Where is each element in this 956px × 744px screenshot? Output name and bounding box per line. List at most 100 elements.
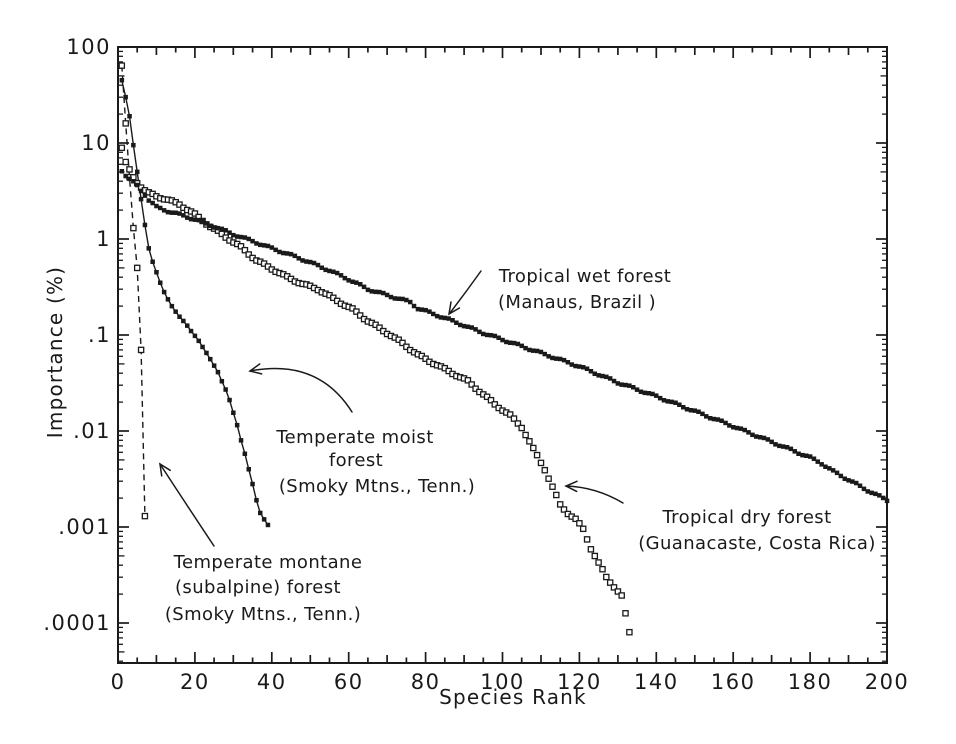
data-point <box>327 268 332 274</box>
data-point <box>538 349 544 355</box>
data-point <box>258 510 263 516</box>
data-point <box>127 176 132 182</box>
data-point <box>492 333 498 339</box>
data-point <box>204 350 209 356</box>
data-point <box>861 486 867 492</box>
data-point <box>454 320 459 325</box>
data-point <box>865 489 870 494</box>
data-point <box>614 588 622 595</box>
data-point <box>261 243 267 248</box>
data-point <box>438 315 444 320</box>
data-point <box>553 491 560 499</box>
data-point <box>518 424 525 432</box>
data-point <box>431 311 436 317</box>
data-point <box>211 363 217 368</box>
data-point <box>857 483 863 488</box>
series-wet <box>119 169 890 504</box>
data-point <box>819 462 824 467</box>
data-point <box>533 451 541 459</box>
data-point <box>700 411 705 417</box>
data-point <box>377 289 382 295</box>
data-point <box>177 211 182 216</box>
data-point <box>137 346 145 354</box>
dry-forest-label-line1: Tropical dry forest <box>661 507 831 528</box>
x-tick-label: 100 <box>480 670 525 694</box>
data-point <box>537 459 545 467</box>
data-point <box>560 506 568 513</box>
y-tick-label: 1 <box>96 227 111 251</box>
series-layer <box>118 62 890 636</box>
data-point <box>304 259 309 264</box>
moist-forest-arrow <box>249 367 353 413</box>
wet-forest-label-line1: Tropical wet forest <box>498 266 671 287</box>
montane-forest-label-line3: (Smoky Mtns., Tenn.) <box>165 604 361 625</box>
data-point <box>611 378 617 384</box>
data-point <box>491 401 499 408</box>
data-point <box>277 249 282 255</box>
y-tick-label: .1 <box>88 323 111 347</box>
data-point <box>523 345 528 351</box>
data-point <box>638 389 644 394</box>
data-point <box>573 363 578 369</box>
data-point <box>461 323 467 329</box>
data-point <box>223 228 228 233</box>
data-point <box>219 379 225 384</box>
data-point <box>146 246 151 251</box>
moist-forest-label-line3: (Smoky Mtns., Tenn.) <box>279 476 475 497</box>
data-point <box>545 475 552 482</box>
data-point <box>619 382 624 387</box>
x-tick-label: 20 <box>180 670 210 694</box>
data-point <box>423 307 428 313</box>
x-tick-label: 180 <box>788 670 833 694</box>
data-point <box>319 265 324 270</box>
data-point <box>506 411 514 418</box>
data-point <box>777 443 782 449</box>
data-point <box>796 451 801 456</box>
data-point <box>231 410 236 415</box>
data-point <box>846 478 851 483</box>
data-point <box>269 245 275 250</box>
data-point <box>661 398 667 403</box>
data-point <box>415 306 421 312</box>
data-point <box>477 329 482 335</box>
data-point <box>181 213 186 218</box>
data-point <box>227 397 232 403</box>
dry-forest-arrowhead <box>564 480 578 493</box>
data-point <box>761 435 767 441</box>
data-point <box>296 256 301 261</box>
data-point <box>119 169 125 174</box>
data-point <box>765 437 771 442</box>
y-tick-label: .01 <box>73 419 111 443</box>
data-point <box>504 339 509 345</box>
data-point <box>623 382 628 388</box>
data-point <box>665 399 671 404</box>
data-point <box>254 241 259 246</box>
data-point <box>288 251 294 257</box>
data-point <box>238 234 244 240</box>
y-axis-title: Importance (%) <box>43 266 67 438</box>
data-point <box>472 385 479 392</box>
data-point <box>173 309 178 314</box>
data-point <box>292 253 298 259</box>
data-point <box>250 238 255 244</box>
x-tick-label: 40 <box>257 670 287 694</box>
data-point <box>507 340 513 345</box>
data-point <box>123 173 128 179</box>
axes: 0 20 40 60 80 100 120 140 160 180 200 100 10 1 .1 .01 .0… <box>43 35 907 694</box>
data-point <box>300 258 305 263</box>
data-point <box>554 356 559 361</box>
data-point <box>246 236 251 242</box>
x-tick-label: 80 <box>411 670 441 694</box>
data-point <box>487 396 495 404</box>
data-point <box>834 470 840 476</box>
data-point <box>742 427 747 433</box>
data-point <box>850 479 855 484</box>
data-point <box>750 432 755 438</box>
data-point <box>542 351 547 357</box>
moist-forest-label-line2: forest <box>329 450 383 471</box>
data-point <box>719 418 724 423</box>
data-point <box>169 303 175 309</box>
data-point <box>346 278 351 283</box>
data-point <box>807 454 813 459</box>
data-point <box>811 456 817 461</box>
